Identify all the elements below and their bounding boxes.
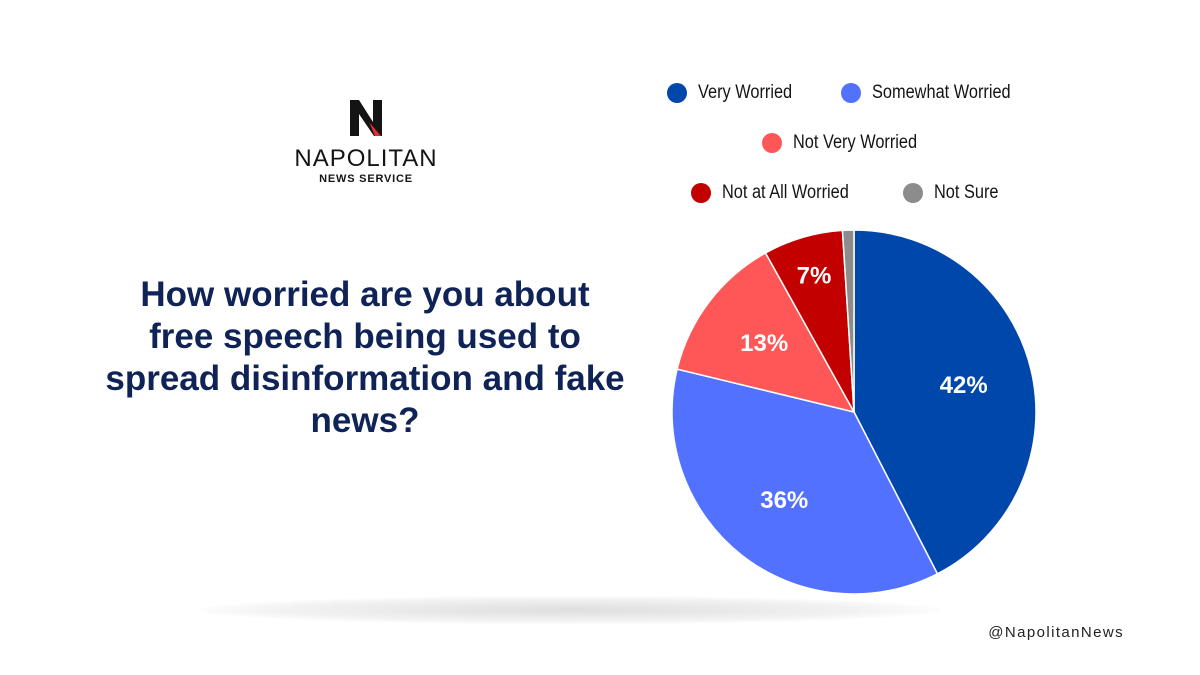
legend-swatch-very-worried xyxy=(666,83,687,103)
legend-label-very-worried: Very Worried xyxy=(697,82,792,103)
legend-swatch-not-at-all-worried xyxy=(690,183,711,203)
legend-row: Not Very Worried xyxy=(640,128,1060,158)
legend-swatch-not-sure xyxy=(903,183,924,203)
legend-swatch-somewhat-worried xyxy=(841,83,862,103)
legend-item-somewhat-worried: Somewhat Worried xyxy=(841,82,1033,104)
legend-item-very-worried: Very Worried xyxy=(666,82,807,104)
poll-question: How worried are you about free speech be… xyxy=(105,275,625,440)
legend-swatch-not-very-worried xyxy=(762,133,783,153)
pie-slice-somewhat-worried xyxy=(671,368,939,595)
chart-legend: Very Worried Somewhat Worried Not Very W… xyxy=(640,78,1060,228)
pie-slice-not-very-worried xyxy=(676,251,856,414)
pie-slice-very-worried xyxy=(853,229,1037,575)
pie-slice-not-sure xyxy=(841,229,855,413)
legend-label-not-sure: Not Sure xyxy=(934,182,999,203)
legend-label-somewhat-worried: Somewhat Worried xyxy=(872,82,1011,103)
legend-row: Very Worried Somewhat Worried xyxy=(640,78,1060,108)
logo-name: NAPOLITAN xyxy=(294,145,438,172)
legend-label-not-at-all-worried: Not at All Worried xyxy=(721,182,849,203)
logo-subtitle: NEWS SERVICE xyxy=(319,173,413,185)
pie-data-label-somewhat-worried: 36% xyxy=(760,487,808,514)
pie-chart: 42% 36% 13% 7% xyxy=(671,229,1037,595)
pie-data-label-not-very-worried: 13% xyxy=(740,330,788,357)
napolitan-n-logo-icon xyxy=(350,100,382,136)
legend-row: Not at All Worried Not Sure xyxy=(640,178,1060,208)
social-handle: @NapolitanNews xyxy=(988,624,1124,641)
legend-item-not-very-worried: Not Very Worried xyxy=(762,132,937,154)
legend-item-not-at-all-worried: Not at All Worried xyxy=(690,182,869,204)
napolitan-logo: NAPOLITAN NEWS SERVICE xyxy=(266,98,466,186)
legend-label-not-very-worried: Not Very Worried xyxy=(793,132,918,153)
card-shadow xyxy=(200,596,940,624)
pie-data-label-not-at-all-worried: 7% xyxy=(797,262,832,289)
pie-data-label-very-worried: 42% xyxy=(940,372,988,399)
legend-item-not-sure: Not Sure xyxy=(903,182,1009,204)
